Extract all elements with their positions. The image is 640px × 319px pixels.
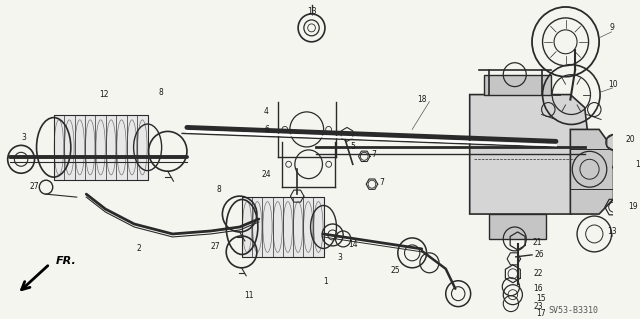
Text: 27: 27 [29,182,39,191]
Text: 19: 19 [636,160,640,169]
Text: 27: 27 [211,242,221,251]
Text: 22: 22 [534,269,543,278]
Text: 16: 16 [533,284,543,293]
Text: 6: 6 [264,125,269,134]
Text: 2: 2 [136,244,141,253]
Polygon shape [54,115,148,180]
Polygon shape [470,94,589,214]
Circle shape [606,134,621,150]
Text: 14: 14 [348,241,358,249]
Text: 25: 25 [390,266,400,275]
Polygon shape [570,130,614,214]
Text: 13: 13 [607,227,616,236]
Text: 11: 11 [244,291,254,300]
Text: 8: 8 [159,88,163,97]
Text: 3: 3 [22,133,26,142]
Text: 13: 13 [307,7,316,17]
Text: 15: 15 [536,294,545,303]
Polygon shape [489,214,547,239]
Text: 17: 17 [536,309,545,318]
Text: 19: 19 [628,202,637,211]
Text: 9: 9 [609,23,614,32]
Text: 18: 18 [417,95,426,104]
Text: 12: 12 [99,90,108,99]
Text: SV53-B3310: SV53-B3310 [548,306,598,315]
Text: 1: 1 [324,277,328,286]
Text: 20: 20 [626,135,636,144]
Polygon shape [484,75,551,94]
Text: FR.: FR. [56,256,76,266]
Polygon shape [242,197,323,257]
Text: 4: 4 [264,107,269,116]
Text: 21: 21 [532,238,541,248]
Text: 7: 7 [379,178,384,187]
Text: 26: 26 [535,250,545,259]
Text: 23: 23 [534,302,543,311]
Text: 8: 8 [216,185,221,194]
Text: 3: 3 [338,253,343,262]
Text: 7: 7 [371,150,376,159]
Text: 24: 24 [262,170,271,179]
Text: 5: 5 [350,142,355,151]
Text: 10: 10 [609,80,618,89]
